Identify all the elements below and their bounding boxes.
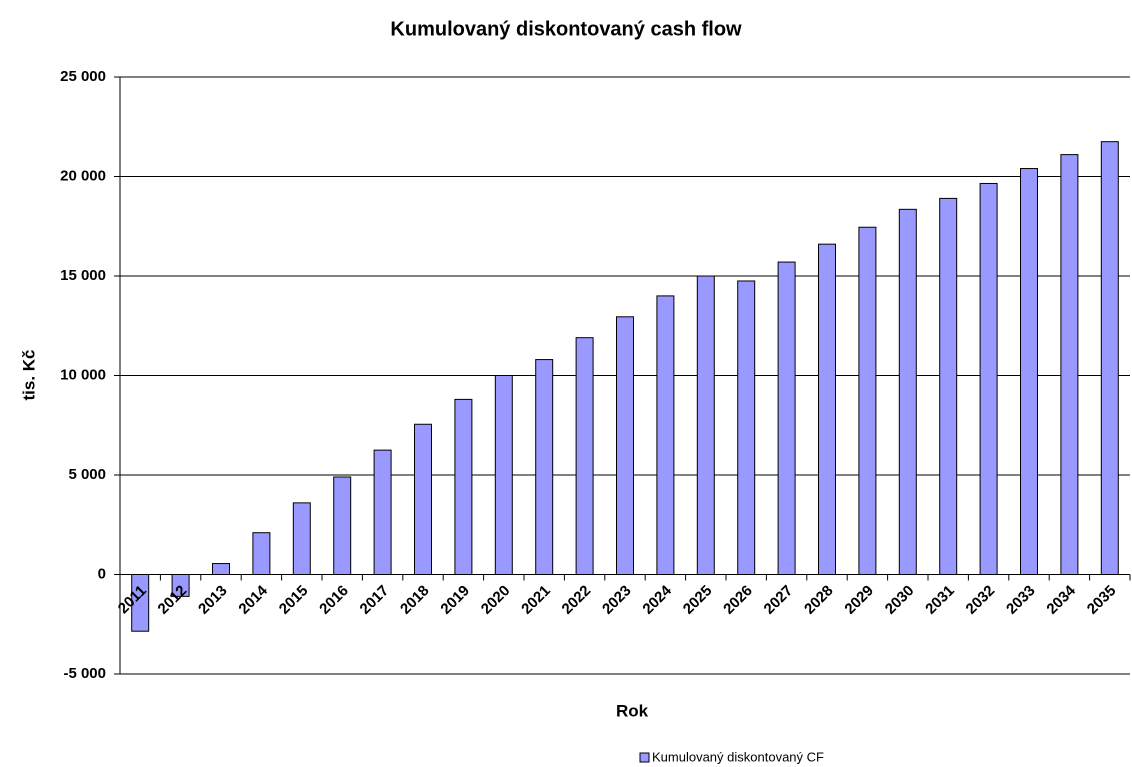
bar	[1060, 154, 1079, 576]
bar	[818, 243, 836, 575]
bar	[777, 261, 796, 575]
chart-title: Kumulovaný diskontovaný cash flow	[390, 18, 742, 40]
x-tick-label: 2029	[841, 582, 877, 618]
x-tick-label: 2020	[478, 582, 514, 618]
x-tick-label: 2018	[397, 582, 433, 618]
bar	[535, 359, 554, 575]
x-axis-label: Rok	[616, 701, 649, 720]
x-tick-label: 2027	[761, 582, 797, 618]
x-tick-label: 2017	[357, 582, 393, 618]
bar	[373, 449, 392, 575]
x-tick-label: 2016	[316, 582, 352, 618]
x-tick-label: 2021	[518, 582, 554, 618]
x-tick-label: 2015	[276, 582, 312, 618]
bar	[414, 423, 432, 575]
bar	[1020, 168, 1038, 575]
y-tick-label: 15 000	[60, 267, 106, 284]
legend-label: Kumulovaný diskontovaný CF	[652, 749, 824, 764]
bar	[333, 476, 352, 575]
legend-swatch	[639, 752, 650, 763]
bar	[212, 563, 230, 575]
x-tick-label: 2025	[680, 582, 716, 618]
x-tick-label: 2022	[559, 582, 595, 618]
y-tick-label: 5 000	[68, 466, 106, 483]
x-tick-label: 2035	[1084, 582, 1120, 618]
bar	[131, 574, 150, 632]
x-tick-label: 2034	[1043, 582, 1079, 618]
x-tick-label: 2014	[235, 582, 271, 618]
y-axis-label: tis. Kč	[19, 349, 38, 400]
bar	[737, 280, 756, 575]
bar	[454, 398, 473, 575]
y-tick-label: 0	[98, 565, 106, 582]
x-tick-label: 2024	[639, 582, 675, 618]
bar	[1100, 141, 1119, 576]
bar	[292, 502, 311, 575]
y-tick-label: 25 000	[60, 68, 106, 85]
bar	[252, 532, 271, 576]
bar	[494, 375, 513, 575]
x-tick-label: 2031	[922, 582, 958, 618]
y-tick-label: 10 000	[60, 366, 106, 383]
bar	[656, 295, 675, 575]
x-tick-label: 2026	[720, 582, 756, 618]
x-tick-label: 2013	[195, 582, 231, 618]
y-tick-label: 20 000	[60, 167, 106, 184]
bar	[696, 275, 715, 575]
bar	[898, 208, 917, 576]
x-tick-label: 2019	[437, 582, 473, 618]
x-tick-label: 2032	[963, 582, 999, 618]
bar	[858, 226, 877, 575]
x-tick-label: 2033	[1003, 582, 1039, 618]
bar	[171, 574, 190, 597]
bar	[616, 316, 634, 575]
x-tick-label: 2030	[882, 582, 918, 618]
x-tick-label: 2028	[801, 582, 837, 618]
x-tick-label: 2023	[599, 582, 635, 618]
y-tick-label: -5 000	[63, 665, 106, 682]
bar	[575, 337, 594, 575]
bar	[979, 182, 998, 575]
bar	[939, 197, 958, 575]
